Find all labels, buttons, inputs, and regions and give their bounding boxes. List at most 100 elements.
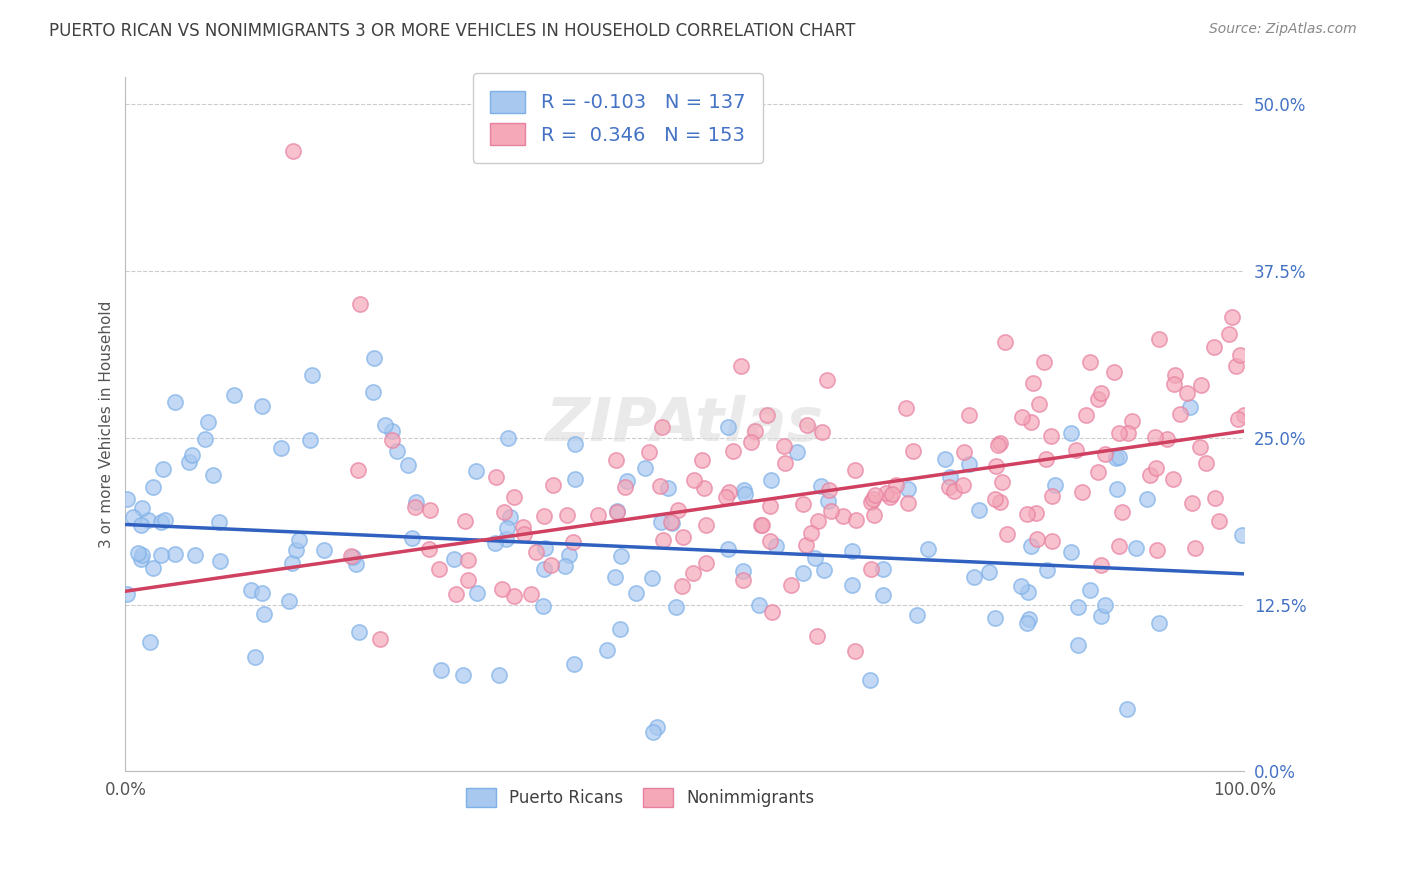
Point — [1139, 467, 1161, 482]
Point — [820, 504, 842, 518]
Point — [280, 556, 302, 570]
Point — [404, 500, 426, 514]
Point — [540, 558, 562, 572]
Point — [485, 470, 508, 484]
Point — [1064, 443, 1087, 458]
Point — [648, 479, 671, 493]
Point — [810, 425, 832, 440]
Point — [614, 480, 637, 494]
Point — [817, 494, 839, 508]
Point — [666, 503, 689, 517]
Point — [990, 494, 1012, 508]
Point — [953, 445, 976, 459]
Point — [1184, 541, 1206, 556]
Point — [464, 464, 486, 478]
Point — [641, 571, 664, 585]
Point — [844, 462, 866, 476]
Point — [1087, 392, 1109, 406]
Point — [969, 503, 991, 517]
Point — [1025, 506, 1047, 520]
Point — [1225, 359, 1247, 374]
Point — [987, 438, 1010, 452]
Point — [1108, 425, 1130, 440]
Point — [734, 487, 756, 501]
Point — [1233, 408, 1256, 422]
Point — [1071, 484, 1094, 499]
Point — [1208, 514, 1230, 528]
Point — [488, 668, 510, 682]
Point — [451, 667, 474, 681]
Point — [347, 625, 370, 640]
Point — [637, 445, 659, 459]
Point — [531, 599, 554, 613]
Point — [1143, 430, 1166, 444]
Point — [624, 586, 647, 600]
Point — [751, 518, 773, 533]
Point — [744, 424, 766, 438]
Point — [794, 538, 817, 552]
Point — [1060, 545, 1083, 559]
Point — [374, 417, 396, 432]
Point — [1104, 450, 1126, 465]
Point — [194, 432, 217, 446]
Point — [243, 649, 266, 664]
Point — [342, 549, 364, 564]
Point — [1220, 310, 1243, 325]
Point — [142, 561, 165, 575]
Point — [813, 563, 835, 577]
Point — [533, 561, 555, 575]
Point — [1032, 354, 1054, 368]
Point — [606, 505, 628, 519]
Point — [994, 334, 1017, 349]
Point — [832, 509, 855, 524]
Point — [661, 516, 683, 530]
Point — [1018, 612, 1040, 626]
Point — [755, 409, 778, 423]
Point — [1107, 483, 1129, 497]
Point — [197, 415, 219, 429]
Point — [1175, 386, 1198, 401]
Point — [115, 491, 138, 506]
Point — [672, 530, 695, 544]
Point — [806, 629, 828, 643]
Point — [862, 492, 884, 507]
Point — [641, 724, 664, 739]
Point — [314, 542, 336, 557]
Point — [512, 519, 534, 533]
Point — [759, 533, 782, 548]
Point — [541, 478, 564, 492]
Point — [606, 504, 628, 518]
Point — [605, 570, 627, 584]
Point — [860, 495, 883, 509]
Point — [150, 516, 173, 530]
Point — [690, 453, 713, 467]
Point — [1125, 541, 1147, 556]
Point — [1116, 702, 1139, 716]
Point — [1202, 340, 1225, 354]
Point — [520, 587, 543, 601]
Point — [879, 490, 901, 504]
Point — [491, 582, 513, 597]
Point — [957, 408, 980, 422]
Point — [844, 644, 866, 658]
Point — [671, 580, 693, 594]
Point — [759, 500, 782, 514]
Point — [714, 490, 737, 504]
Point — [695, 557, 717, 571]
Point — [605, 452, 627, 467]
Point — [609, 623, 631, 637]
Point — [1181, 496, 1204, 510]
Point — [564, 437, 586, 451]
Point — [503, 490, 526, 504]
Point — [963, 570, 986, 584]
Point — [494, 505, 516, 519]
Point — [349, 297, 371, 311]
Point — [586, 508, 609, 522]
Point — [845, 513, 868, 527]
Point — [222, 388, 245, 402]
Point — [721, 444, 744, 458]
Point — [1121, 414, 1143, 428]
Legend: Puerto Ricans, Nonimmigrants: Puerto Ricans, Nonimmigrants — [457, 780, 823, 815]
Point — [943, 484, 966, 499]
Point — [495, 532, 517, 546]
